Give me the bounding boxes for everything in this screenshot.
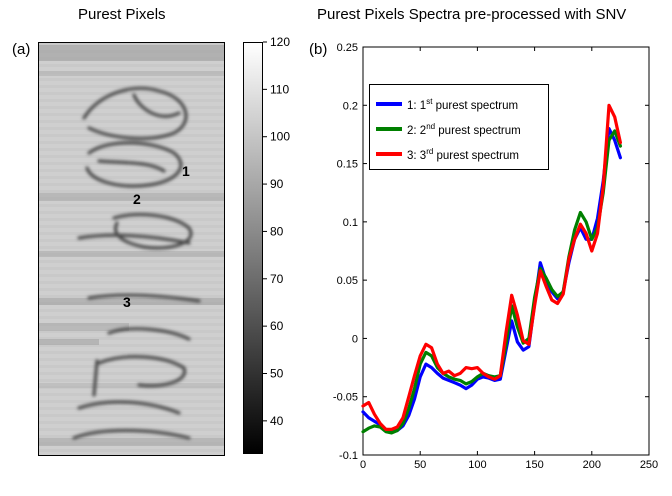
x-tick-label: 250 — [640, 459, 658, 471]
chart-title: Purest Pixels Spectra pre-processed with… — [317, 6, 627, 23]
colorbar-tick-label: 90 — [270, 177, 284, 191]
legend-label: 1: 1st purest spectrum — [407, 96, 519, 112]
grayscale-pixel-map — [39, 43, 224, 455]
legend-item-3: 3: 3rd purest spectrum — [376, 144, 519, 164]
colorbar-tick-label: 110 — [270, 82, 289, 96]
pixel-marker-3: 3 — [123, 294, 131, 310]
colorbar-axis: 120 110 100 90 80 70 60 50 40 — [263, 35, 290, 428]
y-tick-label: 0.1 — [343, 217, 358, 229]
y-tick-label: -0.1 — [339, 450, 358, 462]
legend-label: 3: 3rd purest spectrum — [407, 146, 519, 162]
grey-streaks — [39, 45, 224, 446]
colorbar-tick-label: 80 — [270, 224, 284, 238]
pixel-marker-2: 2 — [133, 191, 141, 207]
right-panel-label: (b) — [309, 41, 328, 58]
legend-item-1: 1: 1st purest spectrum — [376, 94, 518, 114]
colorbar-tick-label: 50 — [270, 366, 284, 380]
legend-swatch — [376, 152, 402, 156]
x-tick-label: 150 — [525, 459, 543, 471]
chart-legend: 1: 1st purest spectrum 2: 2nd purest spec… — [369, 84, 549, 170]
purest-pixels-image — [38, 42, 225, 456]
y-tick-label: 0.05 — [337, 275, 358, 287]
y-tick-label: 0.15 — [337, 159, 358, 171]
x-tick-label: 200 — [583, 459, 601, 471]
pixel-marker-1: 1 — [182, 163, 190, 179]
legend-item-2: 2: 2nd purest spectrum — [376, 119, 521, 139]
colorbar-tick-label: 70 — [270, 272, 284, 286]
colorbar-tick-label: 100 — [270, 130, 290, 144]
legend-swatch — [376, 102, 402, 106]
handwriting-strokes — [72, 86, 201, 440]
series-line-2 — [361, 129, 622, 435]
y-tick-label: 0.2 — [343, 100, 358, 112]
legend-swatch — [376, 127, 402, 131]
series-line-3 — [361, 103, 622, 431]
x-tick-label: 0 — [360, 459, 366, 471]
left-panel-label: (a) — [12, 41, 31, 58]
legend-label: 2: 2nd purest spectrum — [407, 121, 521, 137]
colorbar-tick-label: 60 — [270, 319, 284, 333]
y-tick-label: 0 — [352, 333, 358, 345]
colorbar — [243, 42, 263, 454]
y-tick-label: 0.25 — [337, 42, 358, 54]
colorbar-tick-label: 120 — [270, 35, 290, 49]
x-tick-label: 100 — [468, 459, 486, 471]
colorbar-tick-label: 40 — [270, 414, 284, 428]
x-tick-label: 50 — [414, 459, 426, 471]
left-panel-title: Purest Pixels — [78, 6, 166, 23]
y-tick-label: -0.05 — [333, 392, 358, 404]
